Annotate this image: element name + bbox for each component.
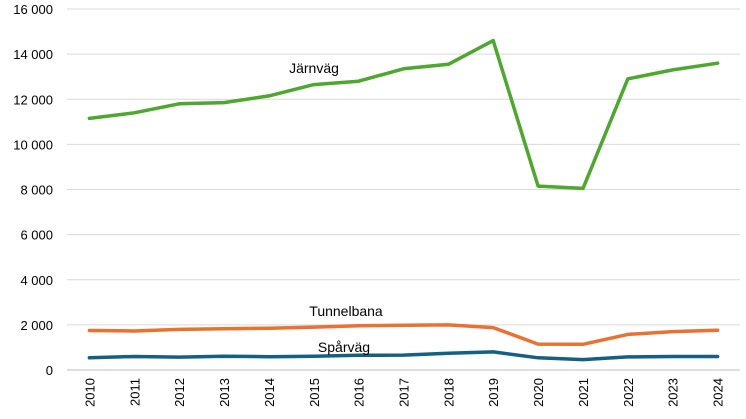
- series-label-jarnvag: Järnväg: [289, 60, 339, 76]
- y-tick-label: 6 000: [20, 228, 53, 243]
- y-tick-label: 0: [46, 363, 53, 378]
- gridlines: [67, 8, 740, 371]
- y-axis-tick-labels: 0 2 000 4 000 6 000 8 000 10 000 12 000 14 000 1…: [13, 2, 53, 378]
- x-tick-label: 2017: [397, 378, 412, 407]
- y-tick-label: 2 000: [20, 318, 53, 333]
- series-line-1: [87, 323, 720, 347]
- x-tick-label: 2024: [711, 378, 726, 407]
- x-tick-label: 2015: [307, 378, 322, 407]
- y-tick-label: 10 000: [13, 137, 53, 152]
- y-tick-label: 4 000: [20, 273, 53, 288]
- x-tick-label: 2016: [352, 378, 367, 407]
- x-tick-label: 2023: [666, 378, 681, 407]
- y-tick-label: 12 000: [13, 92, 53, 107]
- y-tick-label: 8 000: [20, 183, 53, 198]
- x-tick-label: 2011: [127, 378, 142, 406]
- y-tick-label: 16 000: [13, 2, 53, 17]
- series-label-sparvag: Spårväg: [318, 339, 370, 355]
- x-tick-label: 2022: [621, 378, 636, 407]
- series-line-0: [87, 38, 720, 191]
- y-tick-label: 14 000: [13, 47, 53, 62]
- x-tick-label: 2012: [172, 378, 187, 407]
- x-tick-label: 2014: [262, 378, 277, 407]
- x-tick-label: 2010: [82, 378, 97, 407]
- x-tick-label: 2019: [486, 378, 501, 407]
- x-axis-tick-labels: 2010 2011 2012 2013 2014 2015 2016 2017 2018 2019…: [82, 378, 725, 407]
- series-lines: [87, 38, 720, 362]
- x-tick-label: 2018: [441, 378, 456, 407]
- x-tick-label: 2021: [576, 378, 591, 407]
- series-label-tunnelbana: Tunnelbana: [309, 303, 383, 319]
- x-tick-label: 2020: [531, 378, 546, 407]
- x-tick-label: 2013: [217, 378, 232, 407]
- series-line-2: [87, 350, 720, 362]
